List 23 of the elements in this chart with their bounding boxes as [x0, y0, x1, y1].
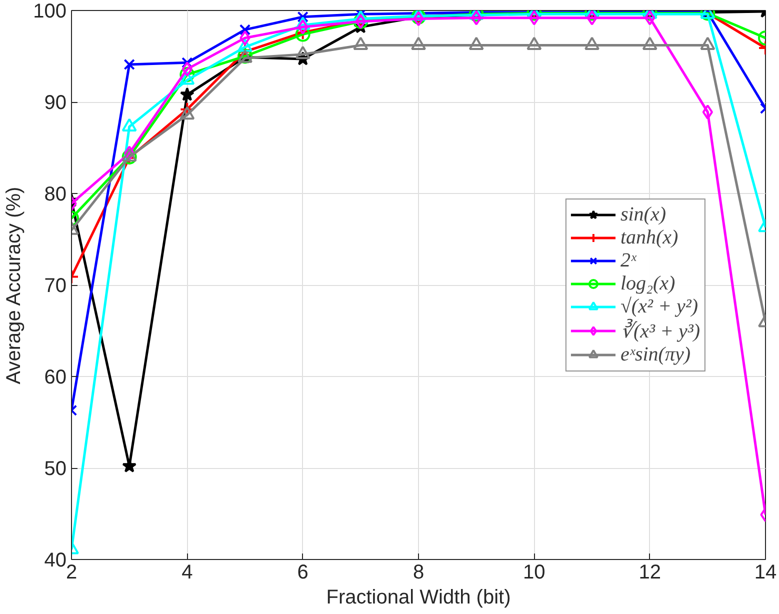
x-tick-label: 8 — [412, 562, 424, 584]
y-tick-label: 50 — [44, 458, 67, 480]
legend-label: sin(x) — [620, 203, 666, 226]
legend-label: log₂(x) — [620, 272, 676, 295]
y-axis-title: Average Accuracy (%) — [3, 186, 26, 384]
y-tick-label: 80 — [44, 184, 67, 206]
legend-label: tanh(x) — [620, 226, 678, 249]
legend-label: 2ˣ — [620, 249, 638, 272]
y-tick-label: 70 — [44, 275, 67, 297]
x-tick-label: 4 — [182, 562, 193, 584]
y-tick-label: 100 — [33, 0, 67, 22]
legend-label: ∛(x³ + y³) — [620, 318, 700, 343]
legend-label: eˣsin(πy) — [620, 343, 691, 366]
x-tick-label: 12 — [638, 562, 661, 584]
x-tick-label: 10 — [523, 562, 546, 584]
x-tick-label: 6 — [297, 562, 308, 584]
x-tick-label: 14 — [754, 562, 777, 584]
x-tick-label: 2 — [66, 562, 78, 584]
y-tick-label: 40 — [44, 550, 67, 572]
y-tick-label: 60 — [44, 366, 67, 388]
legend-label: √(x² + y²) — [620, 295, 698, 318]
x-axis-title: Fractional Width (bit) — [326, 586, 511, 608]
y-tick-label: 90 — [44, 92, 67, 114]
